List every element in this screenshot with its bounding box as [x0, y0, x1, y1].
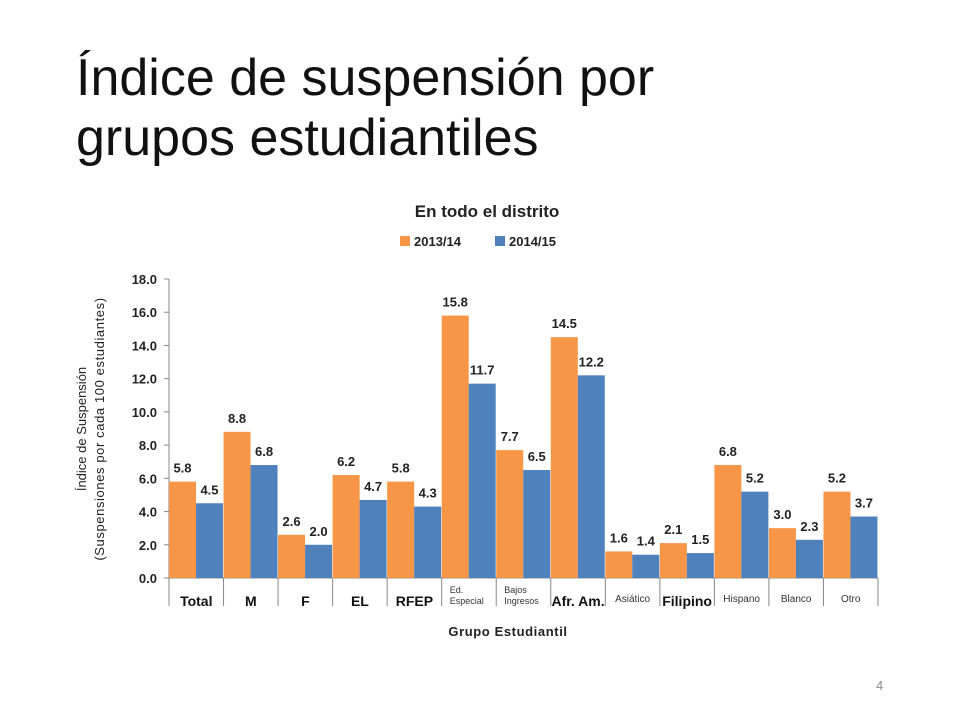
bar-2014-15 — [305, 544, 333, 578]
bar-2014-15 — [741, 491, 769, 578]
data-label: 5.8 — [173, 461, 191, 476]
data-label: 3.0 — [773, 507, 791, 522]
data-label: 11.7 — [470, 363, 495, 378]
category-label: Otro — [841, 594, 861, 605]
slide-title-line1: Índice de suspensión por — [76, 49, 655, 107]
bar-2014-15 — [359, 499, 387, 578]
slide-title-line2: grupos estudiantiles — [76, 109, 539, 167]
bar-2013-14 — [659, 543, 687, 578]
bar-2013-14 — [823, 491, 851, 578]
bar-2014-15 — [468, 383, 496, 578]
category-label: M — [245, 593, 257, 609]
data-label: 2.3 — [800, 519, 818, 534]
data-label: 3.7 — [855, 496, 873, 511]
y-tick-label: 10.0 — [132, 405, 157, 420]
bar-2013-14 — [223, 431, 251, 578]
data-label: 6.2 — [337, 454, 355, 469]
category-label: Blanco — [781, 594, 812, 605]
bar-2013-14 — [768, 528, 796, 578]
bar-2013-14 — [278, 534, 306, 578]
bar-2013-14 — [387, 481, 415, 578]
legend-swatch-2014-15 — [495, 236, 505, 246]
bar-2014-15 — [577, 375, 605, 578]
y-axis-title-line2: (Suspensiones por cada 100 estudiantes) — [92, 297, 107, 560]
data-label: 2.1 — [664, 522, 682, 537]
bar-2013-14 — [332, 475, 360, 578]
y-tick-label: 18.0 — [132, 272, 157, 287]
data-label: 2.6 — [283, 514, 301, 529]
page-number: 4 — [876, 678, 884, 693]
data-label: 6.8 — [719, 444, 737, 459]
y-axis-title-line1: Índice de Suspensión — [74, 367, 89, 491]
y-axis-title: Índice de Suspensión (Suspensiones por c… — [74, 297, 107, 560]
legend: 2013/14 2014/15 — [400, 234, 556, 249]
data-label: 6.5 — [528, 449, 546, 464]
category-label: Total — [180, 593, 212, 609]
y-tick-label: 14.0 — [132, 338, 157, 353]
data-label: 8.8 — [228, 411, 246, 426]
data-label: 4.3 — [419, 486, 437, 501]
x-axis-title: Grupo Estudiantil — [448, 624, 567, 639]
y-tick-label: 0.0 — [139, 571, 157, 586]
data-label: 1.4 — [637, 534, 656, 549]
legend-label-2013-14: 2013/14 — [414, 234, 462, 249]
category-label: Afr. Am. — [551, 593, 604, 609]
y-tick-label: 16.0 — [132, 305, 157, 320]
bar-2014-15 — [196, 503, 223, 578]
chart-title: En todo el distrito — [415, 202, 560, 221]
bar-2013-14 — [169, 481, 196, 578]
data-label: 12.2 — [579, 354, 604, 369]
category-label: RFEP — [396, 593, 433, 609]
data-label: 2.0 — [310, 524, 328, 539]
bar-2014-15 — [523, 470, 551, 578]
data-label: 14.5 — [552, 316, 577, 331]
category-label: Filipino — [662, 593, 712, 609]
bar-2014-15 — [414, 506, 442, 578]
y-tick-label: 4.0 — [139, 505, 157, 520]
category-label: Ed. Especial — [450, 585, 484, 606]
bar-2013-14 — [441, 315, 469, 578]
bar-2013-14 — [714, 465, 742, 578]
legend-label-2014-15: 2014/15 — [509, 234, 556, 249]
data-label: 5.8 — [392, 461, 410, 476]
slide-title: Índice de suspensión por grupos estudian… — [76, 48, 916, 168]
data-label: 1.6 — [610, 530, 628, 545]
y-tick-label: 6.0 — [139, 471, 157, 486]
y-tick-label: 2.0 — [139, 538, 157, 553]
bar-2014-15 — [850, 516, 878, 578]
data-label: 6.8 — [255, 444, 273, 459]
category-label: Hispano — [723, 594, 760, 605]
data-label: 5.2 — [828, 471, 846, 486]
bar-2013-14 — [496, 450, 524, 578]
legend-swatch-2013-14 — [400, 236, 410, 246]
y-tick-label: 12.0 — [132, 372, 157, 387]
bar-2013-14 — [550, 337, 578, 578]
data-label: 7.7 — [501, 429, 519, 444]
data-label: 5.2 — [746, 471, 764, 486]
data-label: 4.5 — [200, 482, 218, 497]
category-label: Asiático — [615, 594, 650, 605]
category-label: F — [301, 593, 310, 609]
data-label: 1.5 — [691, 532, 709, 547]
bar-2014-15 — [250, 465, 278, 578]
bar-2014-15 — [686, 553, 714, 578]
bar-2014-15 — [795, 539, 823, 578]
bar-2013-14 — [605, 551, 633, 578]
y-tick-label: 8.0 — [139, 438, 157, 453]
category-label: EL — [351, 593, 369, 609]
data-label: 4.7 — [364, 479, 382, 494]
category-label: Bajos Ingresos — [504, 585, 539, 606]
data-label: 15.8 — [443, 295, 468, 310]
bar-2014-15 — [632, 554, 660, 578]
